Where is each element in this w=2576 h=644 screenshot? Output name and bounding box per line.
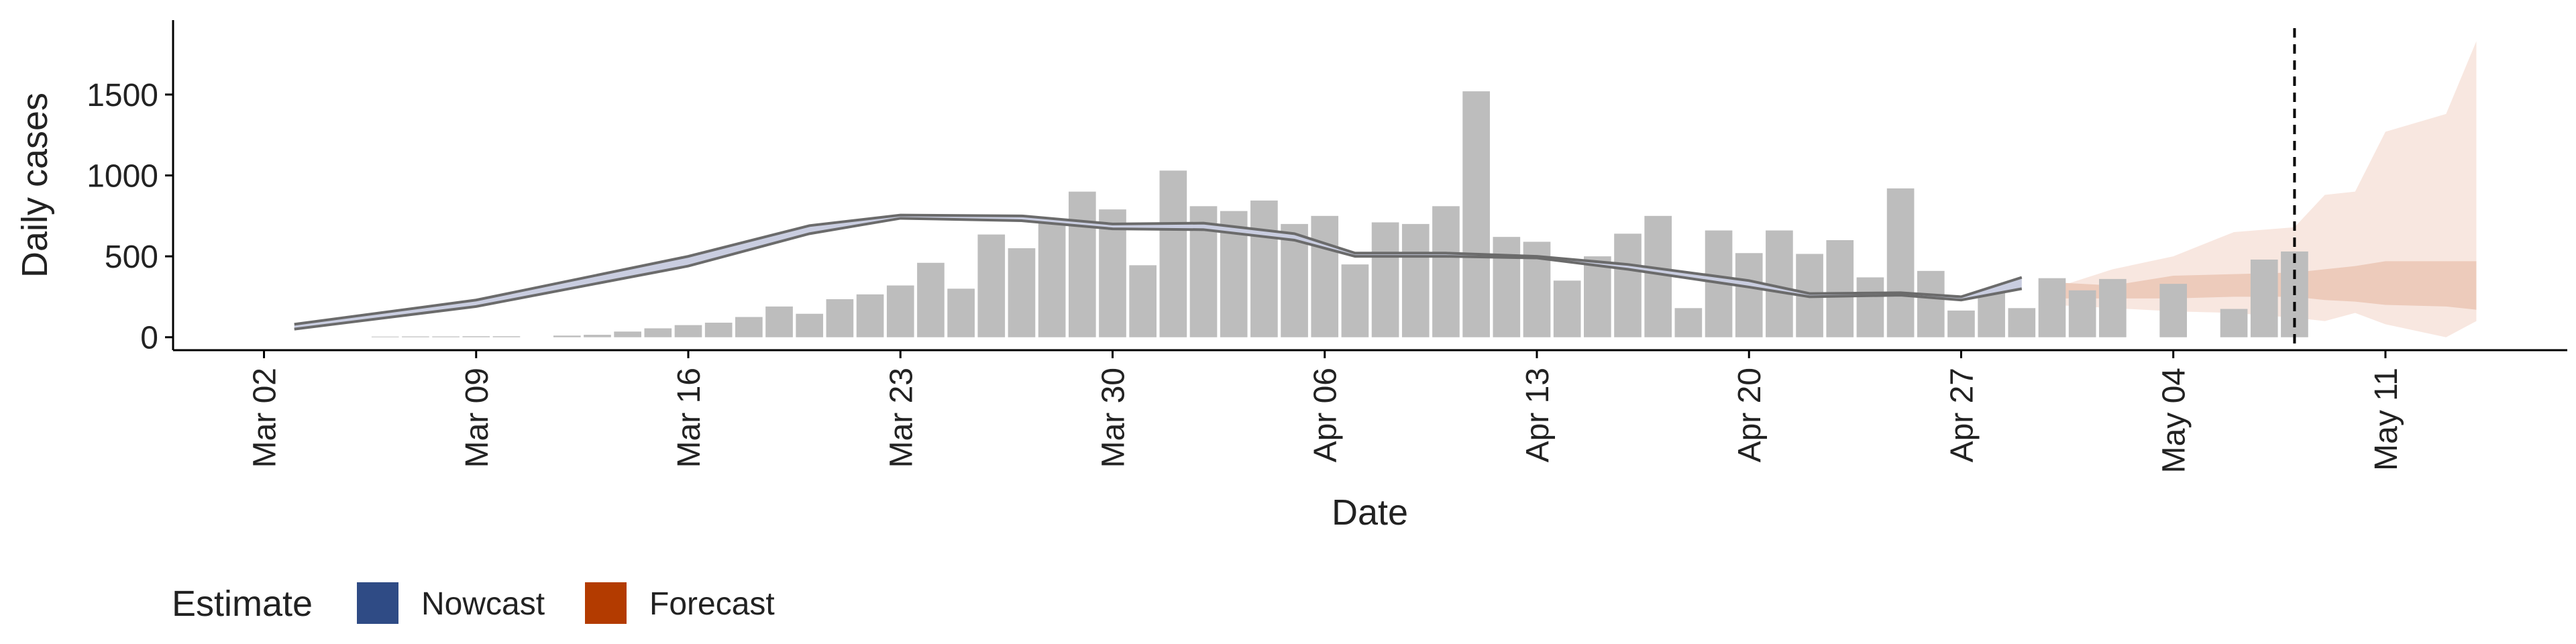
bar xyxy=(1735,253,1763,337)
bar xyxy=(1250,200,1278,337)
bar xyxy=(1947,310,1975,337)
legend-label: Nowcast xyxy=(421,586,545,622)
bar xyxy=(1371,222,1399,337)
y-tick-label: 0 xyxy=(140,321,158,356)
bar xyxy=(1644,215,1672,337)
y-tick-label: 500 xyxy=(105,239,158,275)
bar xyxy=(1341,264,1369,337)
legend-swatch xyxy=(357,582,398,624)
bar xyxy=(2220,309,2248,337)
bar xyxy=(614,331,641,337)
x-tick-label: May 04 xyxy=(2157,368,2192,473)
x-tick-label: Mar 23 xyxy=(883,368,919,468)
bar xyxy=(1583,256,1611,337)
legend-swatch xyxy=(585,582,627,624)
y-axis-label: Daily cases xyxy=(15,93,55,278)
bar xyxy=(2099,278,2127,337)
bar xyxy=(584,335,611,337)
bar xyxy=(1917,270,1945,337)
nowcast-line xyxy=(294,217,2023,331)
bar xyxy=(674,325,702,337)
x-tick-label: Apr 06 xyxy=(1308,368,1344,462)
y-tick-label: 1000 xyxy=(87,159,158,195)
bar xyxy=(1432,206,1460,337)
bar xyxy=(492,336,521,337)
bar xyxy=(886,285,914,337)
x-tick-label: Mar 30 xyxy=(1095,368,1131,468)
bar xyxy=(1978,290,2005,337)
y-tick-label: 1500 xyxy=(87,78,158,113)
bar xyxy=(644,328,672,337)
bar xyxy=(1674,308,1703,337)
bar xyxy=(1068,191,1096,337)
bar xyxy=(2068,290,2096,337)
nowcast-line xyxy=(294,213,2023,326)
bar xyxy=(1493,237,1521,337)
bar xyxy=(2038,278,2066,337)
x-axis-label: Date xyxy=(1332,492,1408,533)
bar xyxy=(796,313,824,337)
bar xyxy=(1826,240,1854,337)
bar xyxy=(1553,280,1581,337)
bar xyxy=(1099,209,1126,337)
bar xyxy=(1462,91,1490,337)
bar xyxy=(1401,223,1430,337)
x-tick-label: Mar 16 xyxy=(672,368,707,468)
bar xyxy=(2159,284,2188,337)
bar xyxy=(1856,277,1884,337)
bar xyxy=(462,336,490,337)
bar xyxy=(1886,188,1915,337)
x-tick-label: Apr 20 xyxy=(1732,368,1768,462)
forecast-outer-band xyxy=(2051,41,2477,337)
bar xyxy=(1311,215,1339,337)
x-tick-label: Apr 13 xyxy=(1520,368,1556,462)
bar xyxy=(826,299,854,337)
x-tick-label: Apr 27 xyxy=(1944,368,1980,462)
legend-title: Estimate xyxy=(172,584,313,624)
bar xyxy=(1614,233,1642,337)
x-tick-label: May 11 xyxy=(2369,368,2404,471)
bar xyxy=(1159,170,1187,337)
bar xyxy=(2008,308,2036,337)
bar xyxy=(2250,259,2278,337)
bar xyxy=(553,335,581,337)
x-tick-label: Mar 02 xyxy=(248,368,283,468)
bar xyxy=(917,262,945,337)
bar xyxy=(947,288,975,337)
bar xyxy=(1038,219,1066,337)
bar xyxy=(704,323,733,337)
bar xyxy=(1129,265,1157,337)
bar xyxy=(735,317,763,337)
x-tick-label: Mar 09 xyxy=(460,368,495,468)
bar xyxy=(977,234,1006,337)
bar xyxy=(765,306,793,337)
legend-label: Forecast xyxy=(649,586,775,622)
bar xyxy=(856,294,884,337)
bar xyxy=(1008,248,1036,337)
